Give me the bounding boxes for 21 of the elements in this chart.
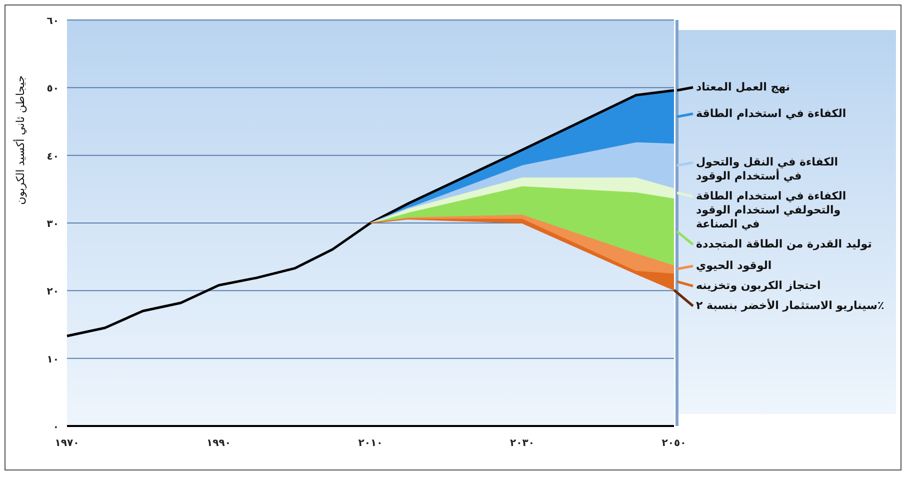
y-tick-label: ٣٠ xyxy=(46,219,59,230)
y-tick-label: ٤٠ xyxy=(46,151,59,162)
legend-label: احتجاز الكربون وتخزينه xyxy=(696,279,821,292)
legend-label: الكفاءة في استخدام الطاقة والتحولفي استخدام الوقود في الصناعة xyxy=(696,189,846,230)
legend-label: الكفاءة في استخدام الطاقة xyxy=(696,106,846,120)
y-axis-title: جيجاطن ثاني أكسيد الكربون xyxy=(13,75,27,205)
legend-label: توليد القدرة من الطاقة المتجددة xyxy=(696,237,872,250)
legend-label: نهج العمل المعتاد xyxy=(696,80,790,94)
x-tick-label: ٢٠٥٠ xyxy=(662,438,686,449)
x-tick-label: ١٩٧٠ xyxy=(54,438,80,449)
y-tick-label: ٥٠ xyxy=(46,84,59,95)
annotation: سيناريو الاستثمار الأخضر بنسبة ٢٪ xyxy=(696,298,884,312)
x-tick-label: ١٩٩٠ xyxy=(206,438,231,449)
y-tick-label: ٠ xyxy=(52,422,59,433)
y-tick-label: ٢٠ xyxy=(46,286,59,298)
y-tick-label: ٦٠ xyxy=(46,16,59,27)
x-tick-label: ٢٠٣٠ xyxy=(510,438,534,449)
legend-label: الكفاءة في النقل والتحول في أستخدام الوقود xyxy=(696,155,838,182)
x-tick-label: ٢٠١٠ xyxy=(358,438,383,449)
y-tick-label: ١٠ xyxy=(46,354,59,366)
legend-label: الوقود الحيوي xyxy=(696,259,772,272)
